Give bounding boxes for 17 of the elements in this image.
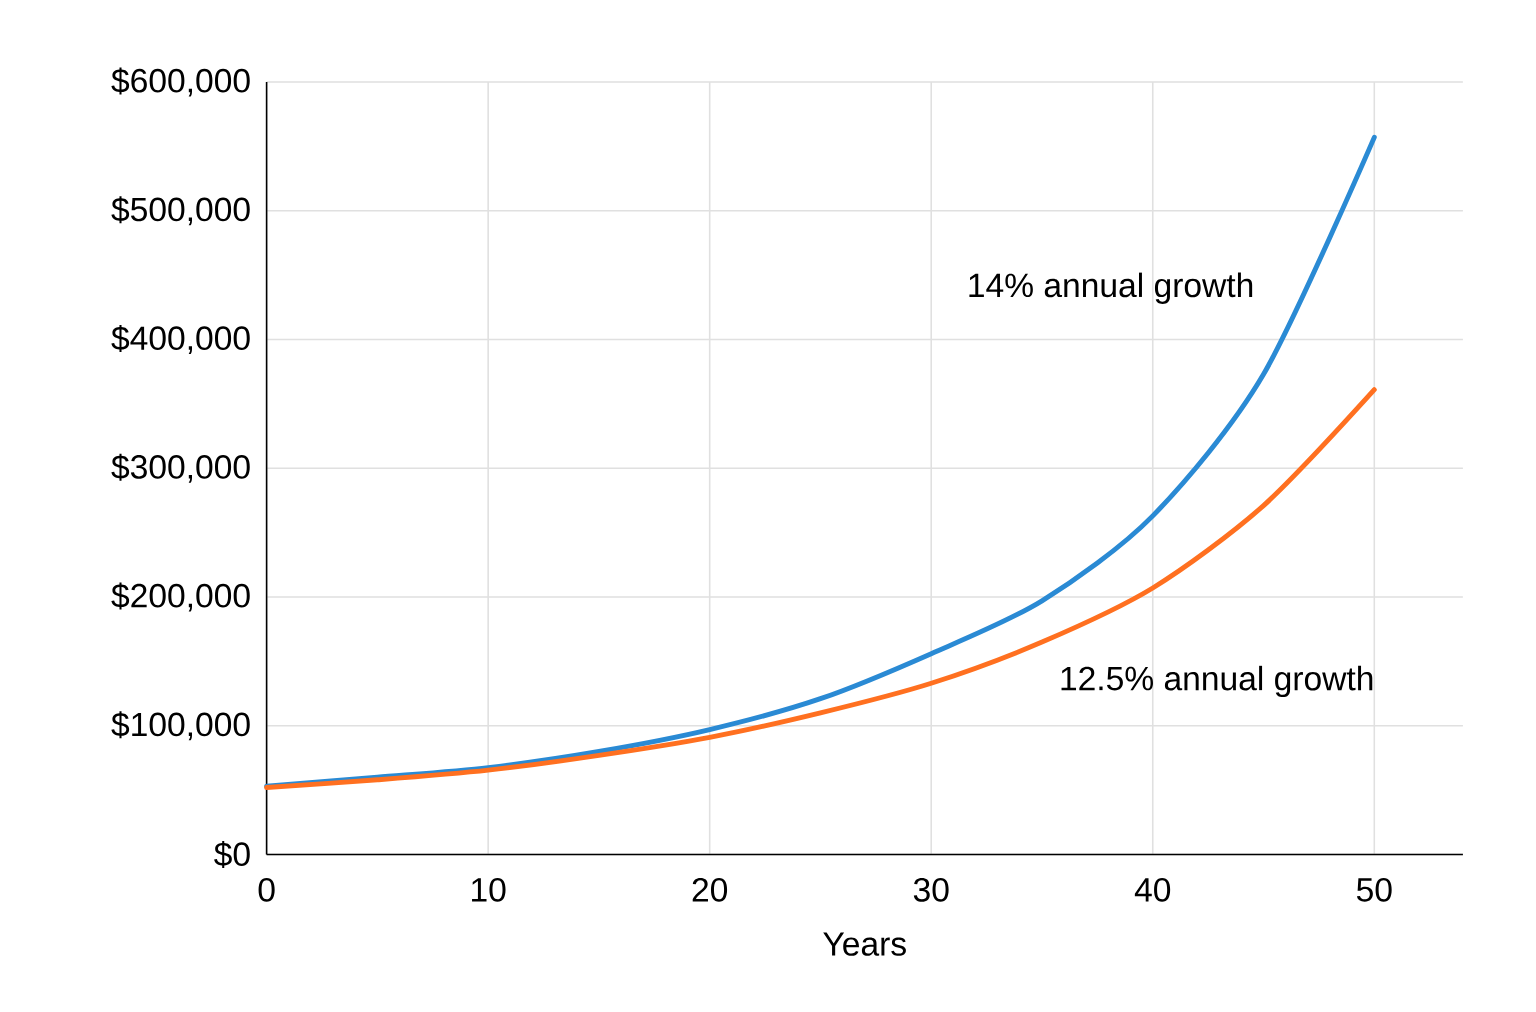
x-tick-label: 50	[1356, 878, 1392, 902]
y-tick-label: $400,000	[111, 325, 250, 355]
y-tick-label: $500,000	[111, 196, 250, 226]
line-series	[264, 387, 1377, 791]
series-label: 12.5% annual growth	[1061, 666, 1373, 698]
x-tick-label: 30	[913, 878, 949, 902]
x-axis-title: Years	[823, 932, 906, 957]
y-tick-label: $600,000	[111, 67, 250, 97]
y-tick-label: $0	[214, 841, 250, 869]
y-tick-label: $300,000	[111, 453, 250, 484]
x-tick-label: 10	[472, 878, 506, 902]
x-tick-label: 20	[692, 878, 728, 902]
x-tick-label: 40	[1134, 878, 1171, 902]
y-tick-label: $200,000	[111, 582, 250, 612]
x-tick-label: 0	[258, 878, 275, 902]
y-tick-label: $100,000	[111, 711, 250, 741]
series-label: 14% annual growth	[969, 272, 1253, 305]
